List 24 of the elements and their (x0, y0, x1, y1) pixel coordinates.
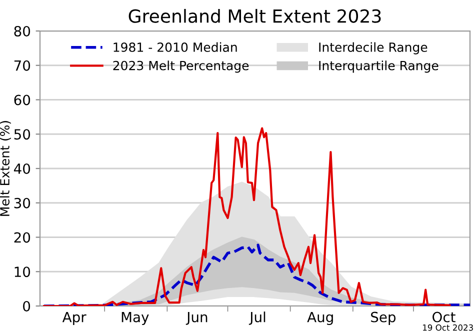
legend-label: Interdecile Range (319, 42, 428, 54)
legend-label: Interquartile Range (319, 60, 438, 73)
x-tick-label: May (122, 312, 149, 325)
y-tick-label: 0 (23, 300, 30, 312)
y-tick-label: 10 (14, 266, 30, 278)
y-tick-label: 60 (14, 94, 30, 106)
y-axis-title: Melt Extent (%) (0, 121, 11, 216)
x-tick-label: Jun (186, 312, 208, 325)
x-tick-label: Sep (371, 312, 396, 325)
y-tick-label: 80 (14, 26, 30, 36)
legend-label: 2023 Melt Percentage (113, 60, 249, 73)
legend-label: 1981 - 2010 Median (114, 42, 237, 52)
y-tick-label: 30 (14, 198, 30, 208)
x-tick-label: Jul (248, 312, 266, 325)
x-tick-label: Apr (62, 312, 86, 325)
x-tick-label: Aug (307, 312, 333, 325)
y-tick-label: 50 (14, 129, 30, 140)
text: 19 Oct 2023 (423, 324, 473, 331)
y-tick-label: 40 (14, 163, 30, 174)
y-tick-label: 70 (14, 60, 30, 71)
y-tick-label: 20 (14, 232, 30, 243)
x-tick-label: Oct (432, 312, 456, 322)
line-series (42, 127, 451, 306)
chart-title: Greenland Melt Extent 2023 (128, 8, 381, 23)
